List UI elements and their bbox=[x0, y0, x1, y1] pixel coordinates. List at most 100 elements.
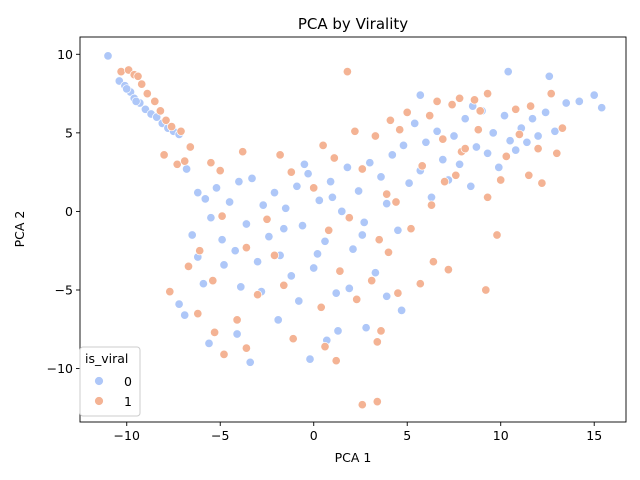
point-series-0 bbox=[511, 145, 521, 155]
point-series-0 bbox=[466, 181, 476, 191]
point-series-0 bbox=[376, 172, 386, 182]
point-series-1 bbox=[210, 327, 220, 337]
point-series-1 bbox=[350, 126, 360, 136]
point-series-0 bbox=[361, 323, 371, 333]
chart-title: PCA by Virality bbox=[298, 15, 408, 33]
point-series-0 bbox=[533, 131, 543, 141]
point-series-1 bbox=[193, 309, 203, 319]
point-series-1 bbox=[514, 129, 524, 139]
point-series-1 bbox=[451, 170, 461, 180]
point-series-0 bbox=[541, 107, 551, 117]
point-series-1 bbox=[370, 131, 380, 141]
point-series-0 bbox=[397, 305, 407, 315]
point-series-0 bbox=[503, 67, 513, 77]
point-series-0 bbox=[230, 246, 240, 256]
point-series-0 bbox=[460, 114, 470, 124]
point-series-0 bbox=[236, 282, 246, 292]
point-series-0 bbox=[253, 257, 263, 267]
y-tick-label: 10 bbox=[57, 47, 73, 62]
point-series-1 bbox=[447, 100, 457, 110]
point-series-1 bbox=[469, 95, 480, 105]
point-series-1 bbox=[142, 89, 152, 99]
legend-marker-1 bbox=[94, 396, 104, 406]
point-series-0 bbox=[449, 131, 459, 141]
point-series-1 bbox=[483, 89, 493, 99]
point-series-0 bbox=[337, 206, 347, 216]
point-series-0 bbox=[326, 177, 336, 187]
point-series-1 bbox=[279, 280, 289, 290]
point-series-0 bbox=[241, 219, 251, 229]
legend-title: is_viral bbox=[85, 351, 128, 366]
point-series-0 bbox=[331, 288, 341, 298]
point-series-1 bbox=[367, 276, 377, 286]
point-series-1 bbox=[376, 326, 386, 336]
point-series-0 bbox=[305, 354, 315, 364]
point-series-0 bbox=[174, 299, 184, 309]
point-series-0 bbox=[404, 178, 414, 188]
point-series-1 bbox=[288, 334, 298, 344]
point-series-0 bbox=[247, 173, 257, 183]
y-tick-label: 0 bbox=[65, 204, 73, 219]
point-series-1 bbox=[526, 101, 536, 111]
point-series-1 bbox=[241, 343, 251, 353]
point-series-1 bbox=[483, 192, 493, 202]
point-series-1 bbox=[501, 151, 511, 161]
point-series-0 bbox=[393, 225, 403, 235]
point-series-1 bbox=[415, 279, 425, 289]
point-series-0 bbox=[303, 169, 313, 179]
point-series-0 bbox=[204, 338, 214, 348]
point-series-0 bbox=[312, 249, 323, 259]
point-series-1 bbox=[241, 243, 251, 253]
point-series-1 bbox=[159, 150, 169, 160]
point-series-1 bbox=[238, 147, 248, 157]
point-series-0 bbox=[494, 162, 504, 172]
point-series-1 bbox=[344, 213, 354, 223]
point-series-1 bbox=[262, 214, 272, 224]
point-series-1 bbox=[372, 337, 382, 347]
point-series-0 bbox=[292, 181, 302, 191]
point-series-1 bbox=[137, 79, 147, 89]
point-series-1 bbox=[195, 246, 205, 256]
point-series-0 bbox=[370, 268, 380, 278]
point-series-1 bbox=[524, 170, 534, 180]
point-series-0 bbox=[455, 159, 465, 169]
point-series-1 bbox=[393, 288, 403, 298]
y-axis-title: PCA 2 bbox=[12, 211, 27, 248]
point-series-1 bbox=[432, 96, 442, 106]
y-tick-label: −5 bbox=[55, 283, 73, 298]
point-series-1 bbox=[552, 148, 562, 158]
point-series-0 bbox=[354, 186, 364, 196]
point-series-0 bbox=[550, 126, 560, 136]
point-series-1 bbox=[165, 287, 175, 297]
point-series-0 bbox=[505, 136, 515, 146]
point-series-1 bbox=[391, 197, 401, 207]
point-series-0 bbox=[415, 90, 425, 100]
point-series-1 bbox=[232, 315, 242, 325]
point-series-0 bbox=[527, 114, 538, 124]
point-series-1 bbox=[215, 166, 225, 176]
point-series-0 bbox=[365, 158, 375, 168]
point-series-0 bbox=[279, 224, 289, 234]
point-series-1 bbox=[417, 161, 427, 171]
x-tick-label: 15 bbox=[586, 428, 602, 443]
point-series-0 bbox=[206, 213, 216, 223]
point-series-0 bbox=[544, 71, 554, 81]
point-series-1 bbox=[357, 400, 367, 410]
point-series-1 bbox=[286, 167, 296, 177]
point-series-0 bbox=[574, 96, 584, 106]
point-series-1 bbox=[167, 122, 177, 132]
point-series-1 bbox=[557, 123, 567, 133]
point-series-0 bbox=[299, 159, 309, 169]
point-series-0 bbox=[432, 126, 442, 136]
point-series-1 bbox=[372, 397, 382, 407]
point-series-0 bbox=[198, 279, 208, 289]
point-series-0 bbox=[200, 194, 210, 204]
point-series-1 bbox=[318, 140, 328, 150]
point-series-0 bbox=[426, 192, 437, 202]
point-series-1 bbox=[331, 356, 341, 366]
point-series-1 bbox=[492, 230, 502, 240]
point-series-1 bbox=[275, 150, 285, 160]
point-series-0 bbox=[309, 263, 319, 273]
x-tick-label: 10 bbox=[493, 428, 509, 443]
